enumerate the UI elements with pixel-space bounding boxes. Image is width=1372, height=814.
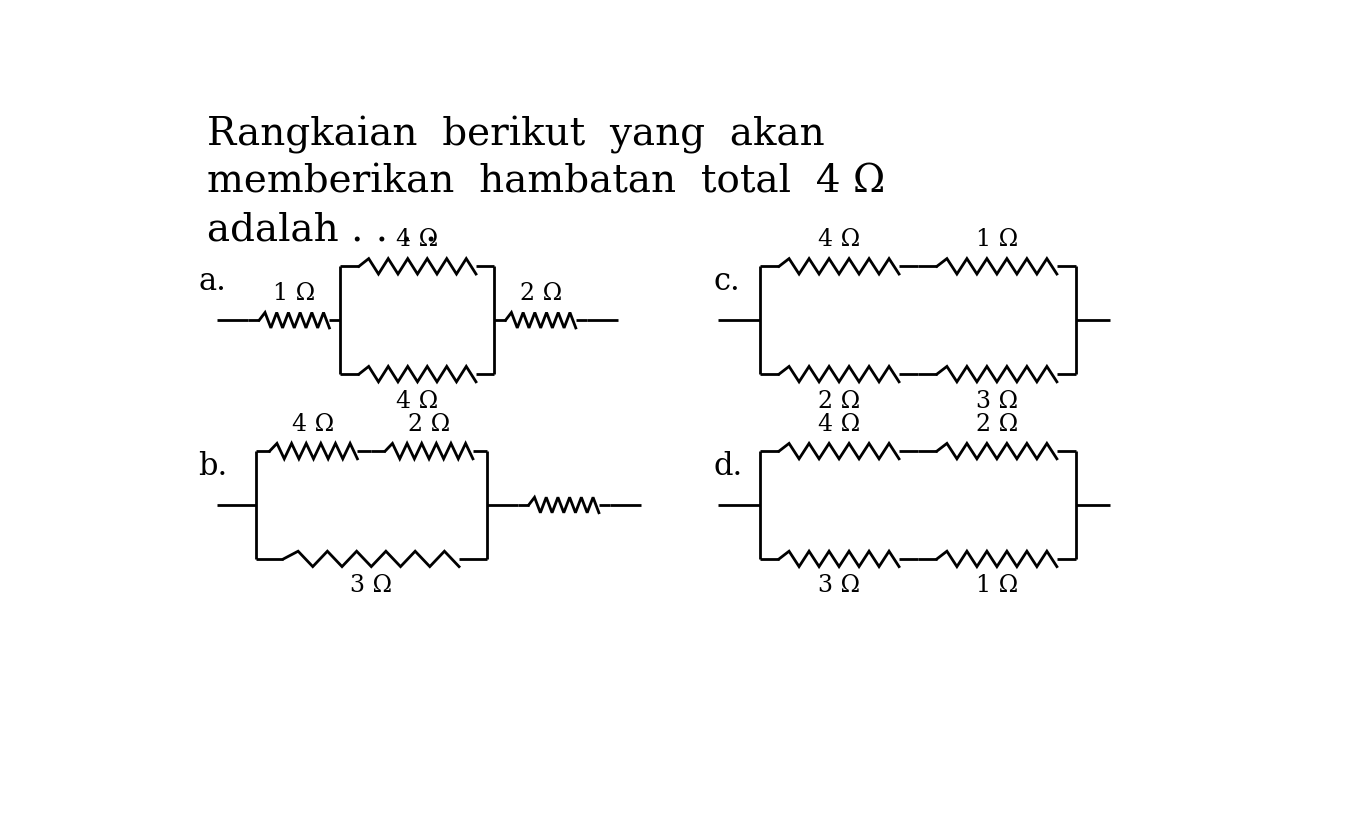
Text: adalah . . . .: adalah . . . .	[207, 212, 438, 248]
Text: 2 Ω: 2 Ω	[975, 413, 1018, 435]
Text: 3 Ω: 3 Ω	[975, 390, 1018, 413]
Text: a.: a.	[198, 266, 226, 297]
Text: 4 Ω: 4 Ω	[397, 228, 439, 251]
Text: 1 Ω: 1 Ω	[273, 282, 316, 304]
Text: b.: b.	[198, 451, 228, 482]
Text: 4 Ω: 4 Ω	[292, 413, 335, 435]
Text: c.: c.	[713, 266, 741, 297]
Text: 2 Ω: 2 Ω	[407, 413, 450, 435]
Text: 1 Ω: 1 Ω	[975, 575, 1018, 597]
Text: 4 Ω: 4 Ω	[818, 413, 860, 435]
Text: 4 Ω: 4 Ω	[397, 390, 439, 413]
Text: Rangkaian  berikut  yang  akan: Rangkaian berikut yang akan	[207, 116, 825, 154]
Text: 3 Ω: 3 Ω	[818, 575, 860, 597]
Text: 1 Ω: 1 Ω	[975, 228, 1018, 251]
Text: d.: d.	[713, 451, 744, 482]
Text: 2 Ω: 2 Ω	[520, 282, 561, 304]
Text: 3 Ω: 3 Ω	[350, 575, 392, 597]
Text: 4 Ω: 4 Ω	[818, 228, 860, 251]
Text: 2 Ω: 2 Ω	[818, 390, 860, 413]
Text: memberikan  hambatan  total  4 Ω: memberikan hambatan total 4 Ω	[207, 164, 885, 201]
